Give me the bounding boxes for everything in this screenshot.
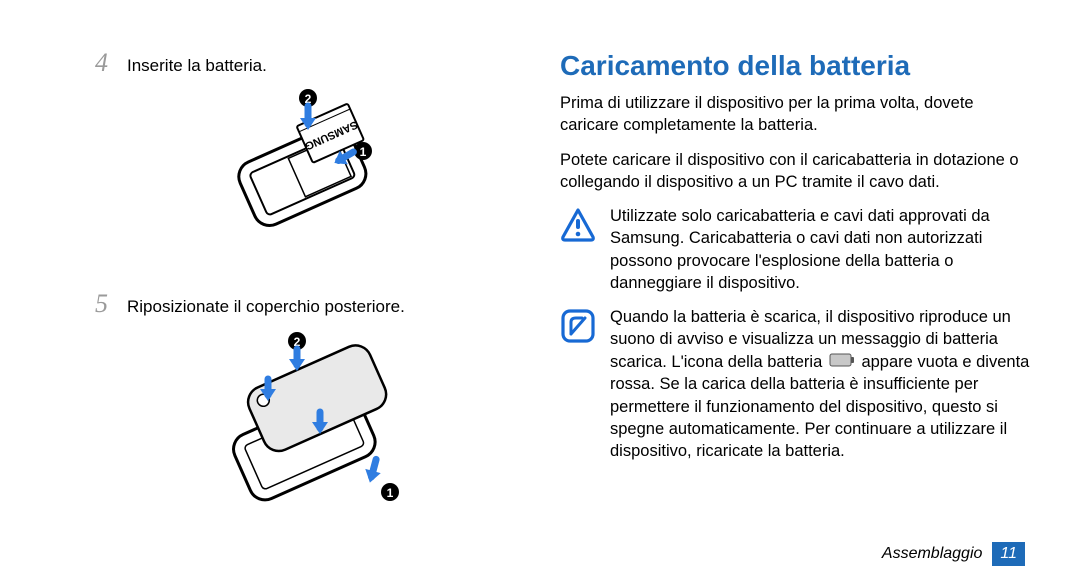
page-footer: Assemblaggio 11	[882, 542, 1025, 566]
cover-replace-illustration: 1 2	[200, 327, 410, 527]
right-column: Caricamento della batteria Prima di util…	[515, 50, 1035, 546]
warning-text: Utilizzate solo caricabatteria e cavi da…	[610, 205, 1035, 294]
footer-section-label: Assemblaggio	[882, 545, 983, 563]
warning-callout: Utilizzate solo caricabatteria e cavi da…	[560, 205, 1035, 294]
step-5-header: 5 Riposizionate il coperchio posteriore.	[95, 291, 515, 317]
left-column: 4 Inserite la batteria.	[95, 50, 515, 546]
step-4-text: Inserite la batteria.	[127, 56, 267, 76]
svg-text:1: 1	[387, 486, 394, 500]
step-4-illustration: SAMSUNG 1 2	[95, 86, 515, 266]
warning-icon	[560, 207, 596, 243]
step-5: 5 Riposizionate il coperchio posteriore.	[95, 291, 515, 527]
svg-text:1: 1	[360, 145, 367, 159]
step-4-header: 4 Inserite la batteria.	[95, 50, 515, 76]
step-5-illustration: 1 2	[95, 327, 515, 527]
battery-insert-illustration: SAMSUNG 1 2	[205, 86, 405, 266]
manual-page: 4 Inserite la batteria.	[0, 0, 1080, 586]
step-4: 4 Inserite la batteria.	[95, 50, 515, 266]
step-5-number: 5	[95, 291, 113, 317]
note-text: Quando la batteria è scarica, il disposi…	[610, 306, 1035, 462]
intro-paragraph-1: Prima di utilizzare il dispositivo per l…	[560, 92, 1035, 137]
footer-page-number: 11	[992, 542, 1025, 566]
battery-empty-icon	[829, 351, 855, 373]
note-callout: Quando la batteria è scarica, il disposi…	[560, 306, 1035, 462]
section-title: Caricamento della batteria	[560, 50, 1035, 82]
intro-paragraph-2: Potete caricare il dispositivo con il ca…	[560, 149, 1035, 194]
note-icon	[560, 308, 596, 344]
step-5-text: Riposizionate il coperchio posteriore.	[127, 297, 405, 317]
step-4-number: 4	[95, 50, 113, 76]
